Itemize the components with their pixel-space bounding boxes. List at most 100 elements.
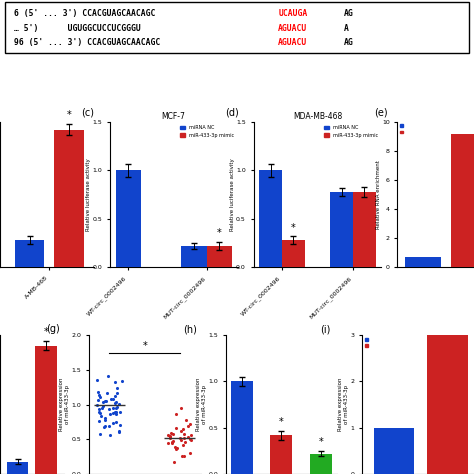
Point [115, 427, 122, 435]
Bar [310, 454, 332, 474]
Point [167, 429, 174, 437]
Bar [36, 346, 57, 474]
Point [105, 422, 112, 430]
Point [185, 422, 192, 429]
Text: *: * [217, 228, 221, 238]
Point [114, 389, 121, 397]
Text: AG: AG [344, 38, 354, 47]
Bar [427, 330, 468, 474]
Text: AG: AG [344, 9, 354, 18]
Point [176, 434, 184, 442]
Legend: miRNA NC, miR-433-3p mimic: miRNA NC, miR-433-3p mimic [323, 124, 379, 139]
Bar [116, 171, 141, 267]
Point [117, 408, 124, 415]
Point [181, 430, 188, 438]
Bar [207, 246, 232, 267]
Bar [451, 134, 474, 267]
Point [169, 437, 177, 445]
Text: AGUACU: AGUACU [278, 24, 308, 33]
Point [106, 405, 113, 413]
Text: 6 (5' ... 3') CCACGUAGCAACAGC: 6 (5' ... 3') CCACGUAGCAACAGC [14, 9, 155, 18]
Point [179, 452, 186, 460]
Point [103, 390, 111, 397]
Text: UCAUGA: UCAUGA [278, 9, 308, 18]
Y-axis label: Relative luciferase activity: Relative luciferase activity [86, 158, 91, 231]
Point [173, 444, 181, 452]
Title: MCF-7: MCF-7 [162, 112, 185, 121]
Text: *: * [279, 417, 284, 427]
Point [99, 402, 106, 410]
Point [112, 404, 120, 412]
Text: (g): (g) [46, 324, 60, 334]
Point [186, 420, 194, 428]
Point [113, 385, 121, 392]
Point [101, 415, 109, 422]
Point [112, 419, 120, 426]
Point [112, 408, 120, 416]
Text: *: * [44, 327, 48, 337]
Y-axis label: Relative expression
of miR-433-3p: Relative expression of miR-433-3p [59, 378, 70, 431]
Point [172, 410, 180, 418]
Point [99, 398, 107, 405]
Point [187, 431, 194, 438]
Point [112, 398, 120, 406]
Point [173, 446, 180, 453]
Bar [405, 257, 441, 267]
Text: *: * [142, 341, 147, 351]
Point [106, 431, 113, 438]
Point [177, 437, 184, 444]
Point [187, 436, 195, 444]
Text: … 5')      UGUGGCUCCUCGGGU: … 5') UGUGGCUCCUCGGGU [14, 24, 141, 33]
Bar [330, 192, 353, 267]
Point [112, 410, 120, 418]
Point [96, 430, 103, 438]
Point [118, 378, 126, 385]
Text: AGUACU: AGUACU [278, 38, 308, 47]
Point [170, 430, 177, 438]
Point [186, 449, 194, 456]
Text: (h): (h) [183, 324, 197, 334]
Point [97, 412, 105, 419]
Bar [54, 130, 84, 267]
Text: *: * [67, 110, 72, 120]
Y-axis label: Relative RNA enrichment: Relative RNA enrichment [375, 160, 381, 229]
Y-axis label: Relative luciferase activity: Relative luciferase activity [230, 158, 235, 231]
Point [101, 398, 109, 405]
Point [166, 432, 174, 439]
Point [101, 416, 109, 424]
Text: (d): (d) [226, 107, 239, 118]
Point [107, 395, 115, 402]
Point [109, 419, 117, 427]
Text: (i): (i) [320, 324, 330, 334]
Point [95, 391, 102, 399]
Bar [271, 435, 292, 474]
Text: 96 (5' ... 3') CCACGUAGCAACAGC: 96 (5' ... 3') CCACGUAGCAACAGC [14, 38, 161, 47]
Legend: miRNA NC, miR-433-3p mimic: miRNA NC, miR-433-3p mimic [179, 124, 235, 139]
Point [170, 458, 178, 465]
Bar [259, 171, 282, 267]
Legend: , : , [400, 124, 407, 135]
Point [164, 439, 172, 447]
Point [95, 408, 102, 416]
Text: (c): (c) [82, 107, 95, 118]
Point [101, 422, 109, 430]
Point [95, 405, 102, 413]
FancyBboxPatch shape [5, 1, 469, 53]
Text: *: * [291, 222, 296, 233]
Point [168, 439, 175, 447]
Bar [231, 382, 253, 474]
Point [116, 400, 123, 407]
Point [93, 401, 101, 409]
Point [104, 373, 111, 380]
Point [94, 388, 101, 396]
Point [96, 409, 103, 417]
Point [177, 428, 185, 435]
Point [180, 441, 187, 448]
Point [111, 392, 119, 400]
Bar [374, 428, 414, 474]
Point [115, 428, 123, 435]
Legend: , : , [365, 337, 372, 348]
Bar [15, 240, 45, 267]
Point [111, 408, 118, 416]
Bar [353, 192, 375, 267]
